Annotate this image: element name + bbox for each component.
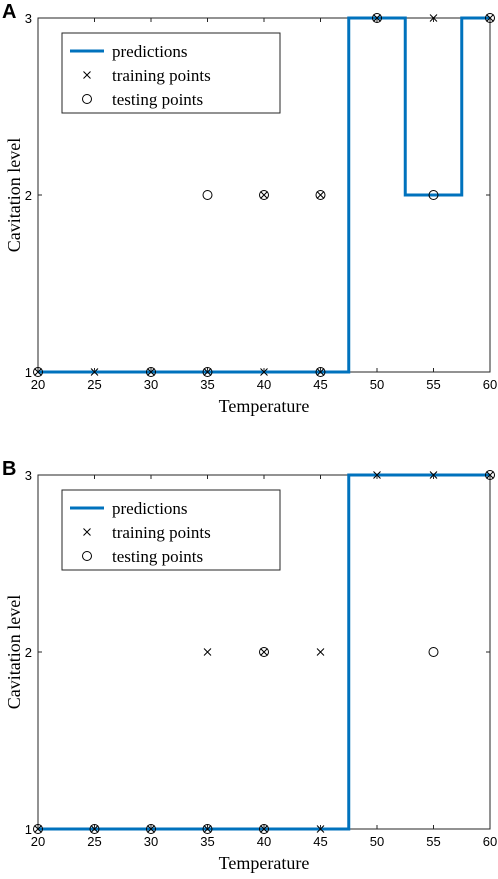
testing-point-marker (202, 824, 213, 834)
training-point-marker (486, 471, 494, 479)
predictions-line (38, 473, 490, 831)
testing-point-marker (89, 824, 100, 834)
x-tick-label: 30 (144, 377, 158, 392)
legend-o-marker (82, 94, 92, 104)
testing-point-marker (315, 367, 326, 377)
training-point-marker (260, 648, 268, 656)
legend: predictions training points testing points (61, 489, 281, 571)
legend-label: predictions (112, 499, 188, 518)
testing-point-marker (428, 190, 439, 200)
x-tick-label: 60 (483, 834, 497, 849)
testing-point-marker (202, 367, 213, 377)
training-point-marker (203, 648, 212, 656)
predictions-line (38, 16, 490, 374)
y-tick-label: 2 (25, 645, 32, 660)
testing-point-marker (33, 824, 43, 834)
panel-letter: A (2, 1, 16, 23)
training-point-marker (260, 191, 268, 199)
training-point-marker (147, 368, 155, 376)
testing-point-marker (485, 13, 495, 23)
training-point-marker (203, 368, 212, 376)
legend-label: training points (112, 66, 211, 85)
testing-point-marker (146, 824, 156, 834)
testing-point-marker (428, 647, 439, 657)
training-point-marker (34, 368, 42, 376)
training-point-marker (316, 368, 325, 376)
x-tick-label: 25 (87, 377, 101, 392)
training-point-marker (90, 825, 99, 833)
x-tick-label: 50 (370, 377, 384, 392)
training-point-marker (316, 191, 325, 199)
x-tick-label: 35 (200, 834, 214, 849)
testing-point-marker (259, 647, 269, 657)
legend-label: testing points (112, 90, 203, 109)
training-point-marker (260, 825, 268, 833)
testing-point-marker (315, 190, 326, 200)
x-tick-label: 20 (31, 377, 45, 392)
testing-point-marker (372, 13, 382, 23)
chart-panel-b: B 20 25 30 35 40 45 50 55 60 1 2 3 Temperature Cavitat… (2, 458, 497, 873)
x-tick-label: 30 (144, 834, 158, 849)
training-point-marker (429, 471, 438, 479)
x-tick-label: 55 (426, 834, 440, 849)
chart-panel-a: A 20 25 30 35 40 45 50 55 60 1 2 3 Temperature Cavitat… (2, 1, 497, 416)
training-point-marker (203, 825, 212, 833)
y-axis-title: Cavitation level (4, 595, 24, 709)
legend-label: predictions (112, 42, 188, 61)
legend-box (61, 32, 281, 114)
training-point-marker (90, 368, 99, 376)
x-tick-label: 45 (313, 834, 327, 849)
x-axis-title: Temperature (219, 396, 310, 416)
y-tick-label: 1 (25, 365, 32, 380)
testing-point-marker (259, 190, 269, 200)
y-tick-label: 1 (25, 822, 32, 837)
training-point-marker (373, 14, 381, 22)
x-tick-label: 45 (313, 377, 327, 392)
x-tick-label: 50 (370, 834, 384, 849)
legend-x-marker (83, 528, 91, 536)
y-tick-label: 3 (25, 468, 32, 483)
training-point-marker (260, 368, 268, 376)
x-tick-label: 25 (87, 834, 101, 849)
training-point-marker (316, 825, 325, 833)
x-tick-label: 20 (31, 834, 45, 849)
y-tick-label: 2 (25, 188, 32, 203)
testing-point-marker (33, 367, 43, 377)
x-axis-title: Temperature (219, 853, 310, 873)
testing-point-marker (485, 470, 495, 480)
training-point-marker (316, 648, 325, 656)
x-tick-label: 35 (200, 377, 214, 392)
training-point-marker (429, 14, 438, 22)
testing-point-marker (146, 367, 156, 377)
x-tick-label: 40 (257, 377, 271, 392)
x-tick-label: 60 (483, 377, 497, 392)
legend-label: testing points (112, 547, 203, 566)
x-tick-label: 55 (426, 377, 440, 392)
training-point-marker (34, 825, 42, 833)
training-point-marker (147, 825, 155, 833)
y-axis-title: Cavitation level (4, 138, 24, 252)
legend-x-marker (83, 71, 91, 79)
legend-o-marker (82, 551, 92, 561)
legend-label: training points (112, 523, 211, 542)
x-tick-label: 40 (257, 834, 271, 849)
legend: predictions training points testing points (61, 32, 281, 114)
legend-box (61, 489, 281, 571)
panel-letter: B (2, 458, 16, 480)
testing-point-marker (259, 824, 269, 834)
training-point-marker (373, 471, 381, 479)
testing-point-marker (202, 190, 213, 200)
y-tick-label: 3 (25, 11, 32, 26)
training-point-marker (486, 14, 494, 22)
